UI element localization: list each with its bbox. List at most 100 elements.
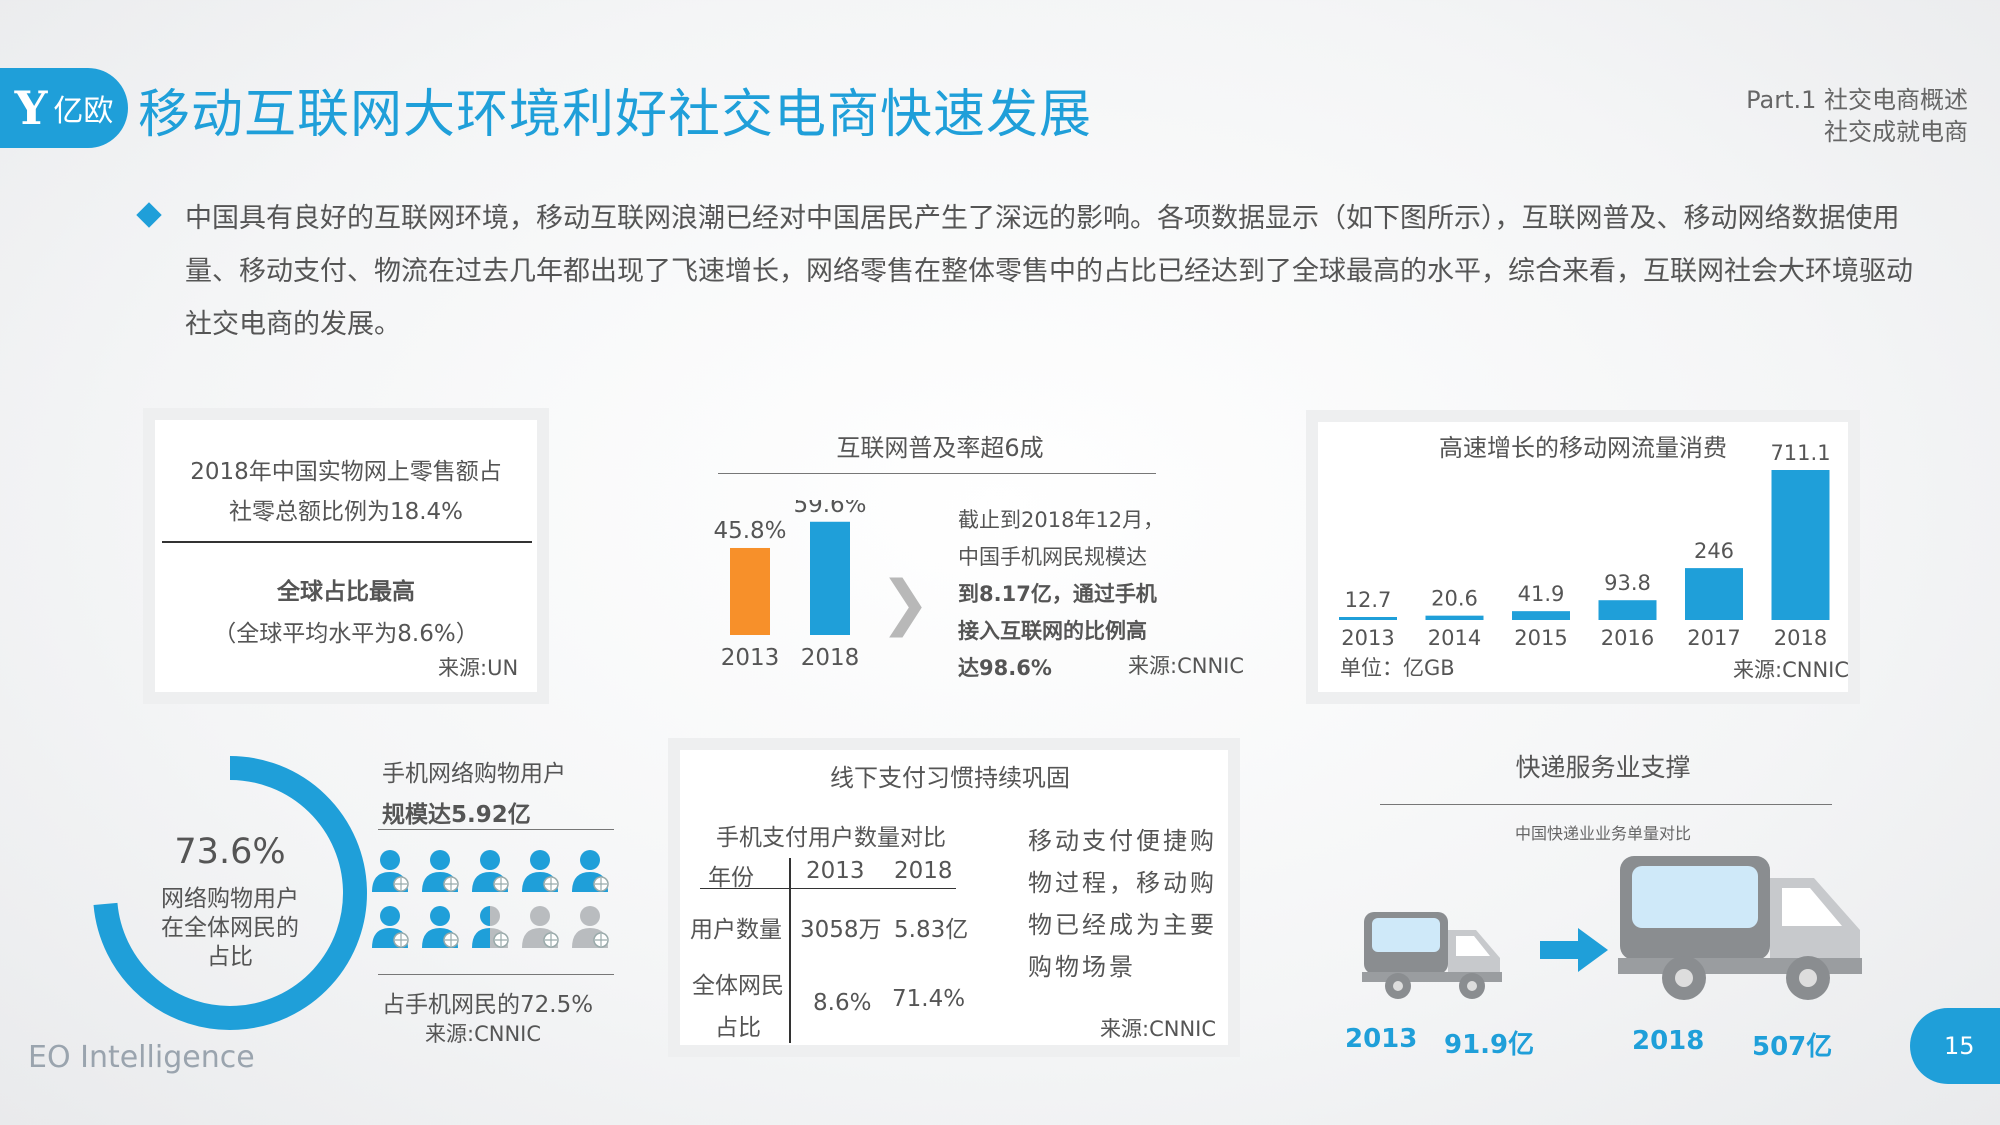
- retail-share-card: [155, 420, 537, 692]
- traffic-category-label: 2013: [1341, 626, 1394, 650]
- retail-global-avg: （全球平均水平为8.6%）: [213, 621, 479, 647]
- penetration-category-label: 2018: [801, 645, 860, 671]
- retail-share-text: 2018年中国实物网上零售额占 社零总额比例为18.4%: [155, 452, 537, 532]
- express-value1: 91.9亿: [1444, 1030, 1535, 1060]
- mobile-users-value: 规模达5.92亿: [382, 802, 531, 828]
- mobile-share-text: 占手机网民的72.5%: [382, 992, 594, 1018]
- logo-mark-icon: Y: [14, 81, 48, 135]
- traffic-unit: 单位：亿GB: [1340, 656, 1455, 680]
- person-icon: [572, 850, 609, 892]
- payment-source: 来源:CNNIC: [1100, 1017, 1217, 1041]
- traffic-value-label: 246: [1694, 539, 1734, 563]
- desc-line: 购物场景: [1028, 953, 1136, 981]
- person-icon: [472, 850, 509, 892]
- express-value2: 507亿: [1752, 1032, 1833, 1062]
- table-header-year: 年份: [708, 865, 754, 891]
- note-line: 到8.17亿，通过手机: [958, 582, 1157, 606]
- traffic-bar-2014: [1425, 615, 1484, 620]
- traffic-value-label: 12.7: [1345, 588, 1392, 612]
- note-line: 接入互联网的比例高: [958, 619, 1147, 643]
- traffic-category-label: 2018: [1774, 626, 1827, 650]
- traffic-category-label: 2016: [1601, 626, 1654, 650]
- retail-line1: 2018年中国实物网上零售额占: [190, 459, 502, 485]
- ring-value: 73.6%: [174, 832, 286, 872]
- large-truck-icon: [1618, 856, 1862, 1000]
- traffic-bar-2015: [1512, 611, 1570, 620]
- note-line: 中国手机网民规模达: [958, 545, 1147, 569]
- shopping-ring-chart: [93, 756, 367, 1030]
- penetration-title: 互联网普及率超6成: [836, 434, 1044, 462]
- person-icon: [422, 850, 459, 892]
- traffic-bar-2016: [1598, 600, 1657, 620]
- ring-line: 在全体网民的: [161, 915, 299, 941]
- table-header-rule: [700, 888, 956, 889]
- traffic-category-label: 2015: [1514, 626, 1567, 650]
- person-icon: [372, 906, 409, 948]
- footer-brand: EO Intelligence: [28, 1040, 255, 1075]
- page-number: 15: [1910, 1008, 2000, 1084]
- express-subtitle: 中国快递业业务单量对比: [1514, 824, 1691, 843]
- table-header-2013: 2013: [806, 858, 865, 884]
- people-icon-grid: [370, 848, 620, 950]
- table-column-rule: [789, 858, 791, 1043]
- desc-line: 移动支付便捷购: [1028, 827, 1217, 855]
- penetration-value-label: 59.6%: [793, 500, 866, 518]
- section-label: Part.1 社交电商概述 社交成就电商: [1746, 84, 1968, 148]
- table-row2-2018: 71.4%: [892, 986, 966, 1012]
- arrow-right-icon: [1540, 928, 1608, 972]
- retail-line2: 社零总额比例为18.4%: [228, 499, 464, 525]
- person-icon: [472, 906, 509, 948]
- intro-paragraph: 中国具有良好的互联网环境，移动互联网浪潮已经对中国居民产生了深远的影响。各项数据…: [185, 203, 1913, 340]
- traffic-title: 高速增长的移动网流量消费: [1439, 434, 1727, 462]
- table-row1-2013: 3058万: [800, 917, 882, 943]
- mobile-users-label: 手机网络购物用户: [382, 761, 566, 787]
- divider: [378, 974, 614, 975]
- retail-highlight: 全球占比最高: [277, 579, 415, 605]
- ring-line: 网络购物用户: [161, 886, 299, 912]
- penetration-value-label: 45.8%: [713, 518, 786, 544]
- logo-text: 亿欧: [53, 94, 114, 129]
- note-line: 截止到2018年12月，: [958, 508, 1165, 532]
- small-truck-icon: [1362, 912, 1502, 999]
- penetration-bar-chart: 45.8% 2013 59.6% 2018: [713, 500, 866, 671]
- brand-logo: Y 亿欧: [0, 68, 128, 148]
- table-row2-2013: 8.6%: [813, 990, 872, 1016]
- row2-label-line: 占比: [715, 1015, 761, 1041]
- payment-description: 移动支付便捷购 物过程，移动购 物已经成为主要 购物场景: [1028, 820, 1217, 988]
- traffic-bar-2018: [1771, 470, 1830, 620]
- traffic-bar-2013: [1339, 617, 1397, 620]
- table-row1-label: 用户数量: [690, 917, 782, 943]
- traffic-bar-chart: 12.7 2013 20.6 2014 41.9 2015 93.8 2016 246 2017 7…: [1339, 441, 1831, 650]
- desc-line: 物过程，移动购: [1028, 869, 1217, 897]
- chevron-right-icon: ❯: [880, 568, 931, 638]
- traffic-source: 来源:CNNIC: [1733, 658, 1850, 682]
- page-title: 移动互联网大环境利好社交电商快速发展: [138, 85, 1093, 145]
- penetration-source: 来源:CNNIC: [1128, 654, 1245, 678]
- table-header-2018: 2018: [894, 858, 953, 884]
- table-row1-2018: 5.83亿: [894, 917, 969, 943]
- express-year2: 2018: [1632, 1026, 1705, 1056]
- ring-arc: [93, 756, 367, 1030]
- express-title-rule: [1380, 804, 1832, 805]
- traffic-category-label: 2014: [1428, 626, 1481, 650]
- mobile-source: 来源:CNNIC: [425, 1022, 542, 1046]
- penetration-category-label: 2013: [721, 645, 780, 671]
- payment-subtitle: 手机支付用户数量对比: [716, 825, 946, 851]
- person-icon: [572, 906, 609, 948]
- section-subtitle: 社交成就电商: [1824, 118, 1968, 146]
- desc-line: 物已经成为主要: [1028, 911, 1217, 939]
- penetration-title-rule: [718, 473, 1156, 474]
- traffic-value-label: 711.1: [1770, 441, 1830, 465]
- divider: [162, 541, 532, 543]
- traffic-value-label: 20.6: [1431, 587, 1478, 611]
- note-line: 达98.6%: [958, 656, 1052, 680]
- bullet-diamond-icon: [136, 202, 162, 228]
- ring-line: 占比: [207, 944, 253, 970]
- payment-title: 线下支付习惯持续巩固: [830, 764, 1070, 792]
- divider: [378, 829, 614, 830]
- ring-description: 网络购物用户 在全体网民的 占比: [150, 885, 310, 972]
- payment-card: [680, 750, 1228, 1045]
- penetration-bar-2018: [810, 521, 850, 635]
- express-title: 快递服务业支撑: [1515, 753, 1691, 782]
- traffic-value-label: 41.9: [1518, 582, 1565, 606]
